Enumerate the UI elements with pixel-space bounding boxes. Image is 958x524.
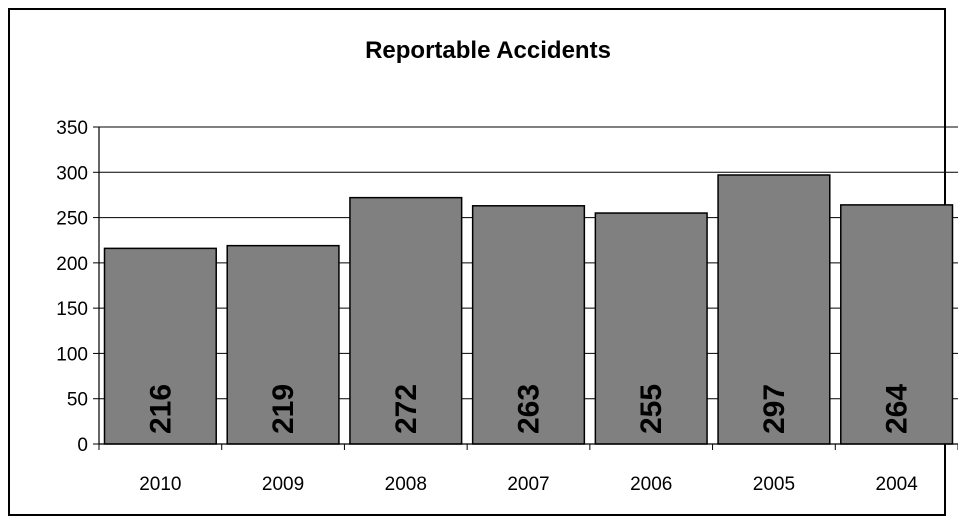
x-tick-label: 2010: [139, 474, 181, 495]
x-tick-label: 2004: [876, 474, 919, 495]
bar-2004: [840, 204, 954, 445]
chart-title: Reportable Accidents: [365, 37, 611, 64]
y-tick-label: 200: [56, 254, 88, 275]
x-tick-label: 2009: [262, 474, 304, 495]
y-tick-label: 250: [56, 209, 88, 230]
y-tick-label: 100: [56, 344, 88, 365]
bar-2005: [717, 174, 831, 445]
bar-2010: [103, 247, 217, 445]
bar-2008: [349, 196, 463, 445]
data-label: 263: [513, 384, 546, 434]
y-tick-label: 50: [67, 390, 88, 411]
x-tick-label: 2006: [630, 474, 672, 495]
data-label: 219: [267, 384, 300, 434]
data-label: 272: [390, 384, 423, 434]
bar-2009: [226, 244, 340, 445]
y-tick-label: 300: [56, 163, 88, 184]
data-label: 216: [144, 384, 177, 434]
x-tick-label: 2005: [753, 474, 795, 495]
bar-2007: [471, 205, 586, 445]
y-tick-label: 0: [77, 435, 88, 456]
data-label: 255: [635, 384, 668, 434]
bars: 216 219 272 263 255 297 264: [103, 174, 954, 445]
data-label: 264: [881, 384, 914, 434]
axes: 0 50 100 150 200 250 300 350 2010 2009 2008 2007 200…: [56, 118, 958, 495]
y-tick-label: 350: [56, 118, 88, 139]
y-tick-label: 150: [56, 299, 88, 320]
x-tick-label: 2008: [385, 474, 427, 495]
x-tick-label: 2007: [507, 474, 549, 495]
bar-2006: [594, 212, 708, 445]
data-label: 297: [758, 384, 791, 434]
